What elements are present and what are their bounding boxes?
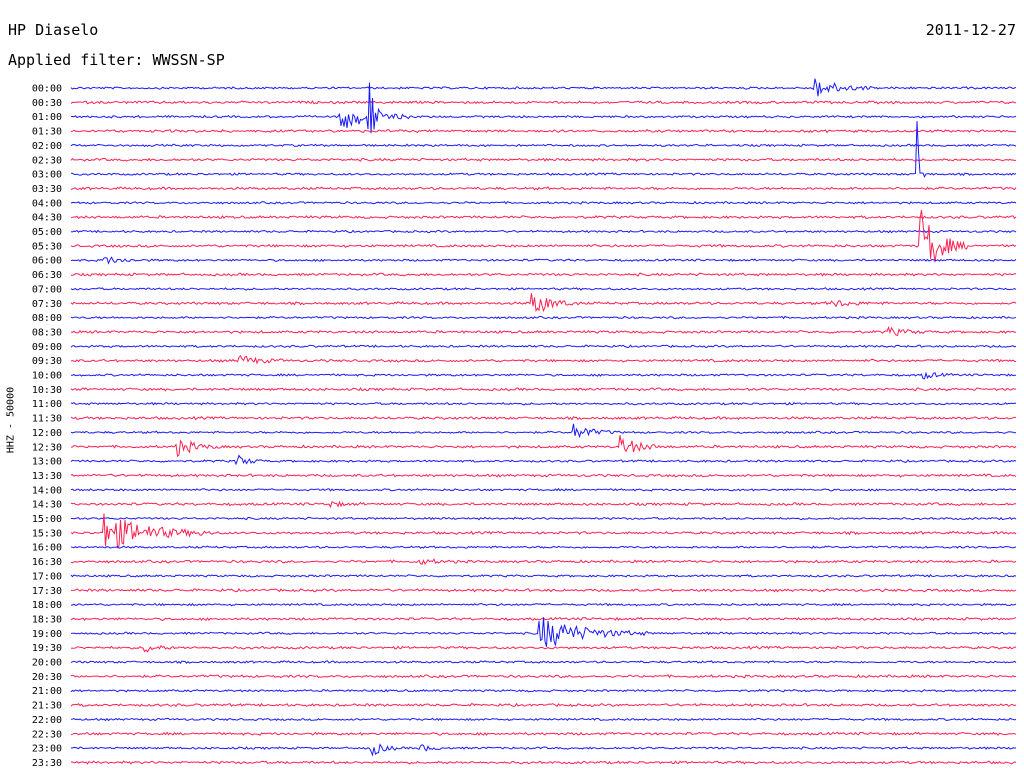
row-label: 07:30 xyxy=(32,299,62,310)
row-label: 05:30 xyxy=(32,241,62,252)
trace-row xyxy=(70,143,1017,148)
row-label: 04:30 xyxy=(32,213,62,224)
trace-row xyxy=(70,354,1017,365)
row-label: 23:30 xyxy=(32,758,62,769)
row-label: 08:00 xyxy=(32,313,62,324)
row-label: 22:30 xyxy=(32,729,62,740)
trace-row xyxy=(70,371,1017,380)
row-label: 13:30 xyxy=(32,471,62,482)
row-label: 20:00 xyxy=(32,658,62,669)
trace-row xyxy=(71,743,1017,757)
row-label: 05:00 xyxy=(32,227,62,238)
row-label: 14:30 xyxy=(32,500,62,511)
row-label: 06:00 xyxy=(32,256,62,267)
row-label: 04:00 xyxy=(32,198,62,209)
trace-row xyxy=(71,82,1017,134)
trace-row xyxy=(70,78,1017,97)
trace-row xyxy=(70,617,1017,647)
trace-row xyxy=(71,602,1017,607)
row-label: 00:30 xyxy=(32,98,62,109)
trace-row xyxy=(70,574,1017,578)
trace-row xyxy=(70,415,1017,421)
row-label: 03:30 xyxy=(32,184,62,195)
trace-row xyxy=(71,121,1017,178)
trace-row xyxy=(70,344,1017,349)
row-label: 10:00 xyxy=(32,371,62,382)
row-label: 21:30 xyxy=(32,701,62,712)
trace-row xyxy=(70,229,1017,234)
station-name: HP Diaselo xyxy=(8,21,99,39)
row-label: 01:00 xyxy=(32,112,62,123)
filter-label: Applied filter: WWSSN-SP xyxy=(8,51,225,69)
trace-row xyxy=(70,500,1017,509)
row-label: 01:30 xyxy=(32,127,62,138)
row-label: 12:00 xyxy=(32,428,62,439)
row-label: 09:00 xyxy=(32,342,62,353)
row-label: 22:00 xyxy=(32,715,62,726)
row-label: 07:00 xyxy=(32,284,62,295)
trace-row xyxy=(70,256,1017,265)
trace-row xyxy=(70,315,1017,320)
row-label: 20:30 xyxy=(32,672,62,683)
trace-row xyxy=(70,293,1017,313)
trace-row xyxy=(70,454,1017,466)
trace-row xyxy=(70,558,1017,565)
trace-row xyxy=(70,717,1017,722)
row-label: 15:00 xyxy=(32,514,62,525)
row-label: 02:00 xyxy=(32,141,62,152)
trace-row xyxy=(70,387,1017,392)
trace-row xyxy=(70,325,1016,337)
row-label: 16:00 xyxy=(32,543,62,554)
trace-row xyxy=(70,660,1017,664)
trace-row xyxy=(70,513,1017,549)
trace-row xyxy=(70,186,1017,191)
trace-row xyxy=(71,272,1017,277)
row-label: 17:30 xyxy=(32,586,62,597)
trace-row xyxy=(70,473,1017,478)
row-label: 16:30 xyxy=(32,557,62,568)
trace-row xyxy=(70,128,1017,134)
trace-row xyxy=(70,760,1017,765)
row-label: 18:30 xyxy=(32,614,62,625)
trace-row xyxy=(70,516,1017,521)
row-label: 12:30 xyxy=(32,442,62,453)
row-label: 02:30 xyxy=(32,155,62,166)
row-label: 23:00 xyxy=(32,744,62,755)
trace-row xyxy=(70,487,1017,492)
trace-row xyxy=(70,688,1017,693)
trace-row xyxy=(70,157,1017,162)
trace-row xyxy=(70,435,1017,458)
trace-row xyxy=(70,545,1017,549)
record-date: 2011-12-27 xyxy=(925,21,1016,39)
trace-row xyxy=(70,423,1017,439)
row-label: 00:00 xyxy=(32,84,62,95)
trace-row xyxy=(70,100,1017,105)
row-label: 17:00 xyxy=(32,571,62,582)
trace-row xyxy=(70,702,1017,708)
row-label: 14:00 xyxy=(32,485,62,496)
row-label: 19:30 xyxy=(32,643,62,654)
row-label: 13:00 xyxy=(32,457,62,468)
trace-row xyxy=(71,587,1017,593)
row-label: 21:00 xyxy=(32,686,62,697)
row-label: 10:30 xyxy=(32,385,62,396)
trace-row xyxy=(70,209,1017,263)
row-label: 03:00 xyxy=(32,170,62,181)
trace-row xyxy=(70,287,1017,291)
row-label: 06:30 xyxy=(32,270,62,281)
row-label: 09:30 xyxy=(32,356,62,367)
trace-row xyxy=(70,731,1017,736)
trace-row xyxy=(70,215,1017,220)
row-label: 15:30 xyxy=(32,528,62,539)
trace-row xyxy=(70,644,1017,653)
row-label: 18:00 xyxy=(32,600,62,611)
trace-row xyxy=(70,401,1017,406)
row-label: 11:30 xyxy=(32,414,62,425)
row-label: 11:00 xyxy=(32,399,62,410)
trace-row xyxy=(70,200,1017,205)
trace-row xyxy=(70,674,1017,679)
row-label: 08:30 xyxy=(32,327,62,338)
row-label: 19:00 xyxy=(32,629,62,640)
